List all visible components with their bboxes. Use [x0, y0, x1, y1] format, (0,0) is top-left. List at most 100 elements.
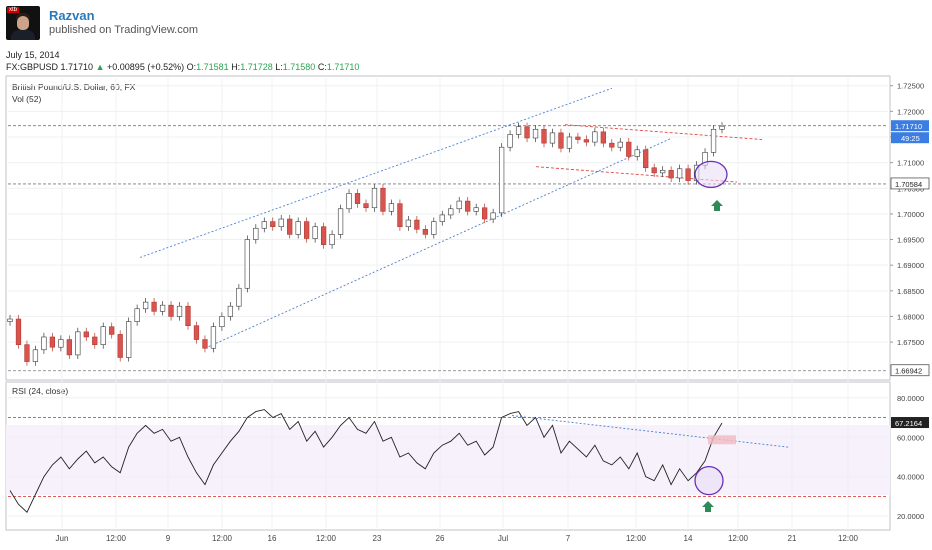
candle-body: [244, 239, 250, 289]
avatar-badge: xtb: [7, 7, 20, 13]
candle-body: [66, 339, 72, 356]
y-tick-label: 1.68000: [897, 312, 924, 321]
close-value: 1.71710: [326, 62, 360, 72]
candle-body: [473, 207, 479, 212]
candle-body: [575, 136, 581, 140]
candle-body: [236, 287, 242, 307]
candle-body: [710, 128, 717, 153]
candle-body: [482, 207, 488, 220]
candle-body: [490, 212, 496, 220]
x-tick-label: 7: [566, 534, 571, 543]
candle-body: [193, 325, 200, 340]
candle-body: [58, 339, 64, 348]
candle-body: [295, 221, 301, 235]
candle-body: [329, 234, 335, 245]
close-label: C:: [317, 62, 327, 72]
author-avatar[interactable]: xtb: [6, 6, 40, 40]
rsi-pane-title: RSI (24, close): [12, 386, 68, 396]
y-tick-label: 1.68500: [897, 287, 924, 296]
candle-body: [261, 221, 267, 229]
candle-body: [24, 344, 30, 362]
candle-body: [32, 349, 39, 362]
y-tick-label: 1.67500: [897, 338, 924, 347]
countdown-label: 49:25: [901, 134, 920, 143]
channel-lower-line: [204, 137, 673, 349]
channel-upper-line: [139, 87, 613, 258]
y-tick-label: 1.71000: [897, 159, 924, 168]
candle-body: [498, 146, 505, 214]
candle-body: [558, 132, 564, 149]
candle-body: [549, 132, 556, 144]
candle-body: [142, 301, 149, 310]
candle-body: [337, 208, 344, 235]
candle-body: [414, 219, 420, 230]
x-tick-label: 12:00: [212, 534, 233, 543]
candle-body: [304, 221, 310, 239]
high-label: H:: [231, 62, 241, 72]
low-value: 1.71580: [282, 62, 316, 72]
candle-body: [109, 326, 115, 335]
rsi-low-circle: [694, 466, 724, 496]
candle-body: [75, 331, 81, 356]
candle-body: [202, 339, 208, 349]
candle-body: [643, 149, 649, 169]
candle-body: [354, 193, 361, 204]
x-tick-label: 12:00: [316, 534, 337, 543]
candle-body: [422, 228, 428, 235]
candle-body: [117, 334, 123, 358]
candle-body: [83, 331, 89, 338]
candle-body: [397, 203, 403, 228]
price-pane-title: British Pound/U.S. Dollar, 60, FX: [12, 82, 136, 92]
candle-body: [227, 305, 234, 317]
x-tick-label: 12:00: [728, 534, 749, 543]
candle-body: [651, 167, 657, 174]
descending-upper-line: [564, 124, 763, 140]
candle-body: [92, 336, 98, 345]
y-tick-label: 1.69000: [897, 261, 924, 270]
candle-body: [431, 221, 437, 235]
candle-body: [719, 125, 725, 130]
rsi-highlight-box: [708, 435, 736, 445]
change-up-icon: ▲: [95, 62, 105, 72]
ohlc-bar: FX:GBPUSD 1.71710 ▲ +0.00895 (+0.52%) O:…: [6, 62, 359, 72]
header: xtb Razvan published on TradingView.com: [0, 0, 932, 46]
countdown-label-bg: [891, 132, 929, 144]
candle-body: [176, 305, 183, 317]
last-price-label: 1.71710: [895, 122, 922, 131]
candle-body: [609, 142, 615, 148]
x-tick-label: 26: [436, 534, 445, 543]
candle-body: [515, 126, 522, 135]
price-change: +0.00895 (+0.52%): [107, 62, 185, 72]
candle-body: [270, 221, 276, 228]
x-tick-label: 16: [268, 534, 277, 543]
price-low-circle: [694, 160, 728, 189]
author-name[interactable]: Razvan: [49, 8, 95, 23]
price-up-arrow-icon: [711, 200, 723, 211]
candle-body: [448, 208, 454, 216]
y-tick-label: 1.72000: [897, 107, 924, 116]
candle-body: [634, 149, 640, 157]
candle-body: [126, 321, 132, 358]
candle-body: [541, 128, 547, 144]
level-price-label: 1.70584: [895, 180, 922, 189]
candle-body: [566, 136, 573, 149]
candle-body: [7, 318, 13, 322]
open-label: O:: [186, 62, 197, 72]
candle-body: [41, 336, 47, 351]
price-pane[interactable]: [5, 75, 891, 381]
rsi-band: [6, 425, 890, 495]
avatar-suit: [11, 30, 35, 40]
low-label: L:: [275, 62, 283, 72]
candle-body: [676, 168, 683, 179]
x-tick-label: 12:00: [838, 534, 859, 543]
x-tick-label: Jul: [498, 534, 508, 543]
candle-body: [456, 200, 462, 210]
volume-label: Vol (52): [12, 94, 41, 104]
candle-body: [405, 219, 412, 228]
candle-body: [312, 226, 318, 239]
symbol[interactable]: FX:GBPUSD: [6, 62, 59, 72]
candle-body: [320, 226, 327, 245]
chart-date: July 15, 2014: [6, 50, 60, 60]
candle-body: [524, 126, 530, 139]
